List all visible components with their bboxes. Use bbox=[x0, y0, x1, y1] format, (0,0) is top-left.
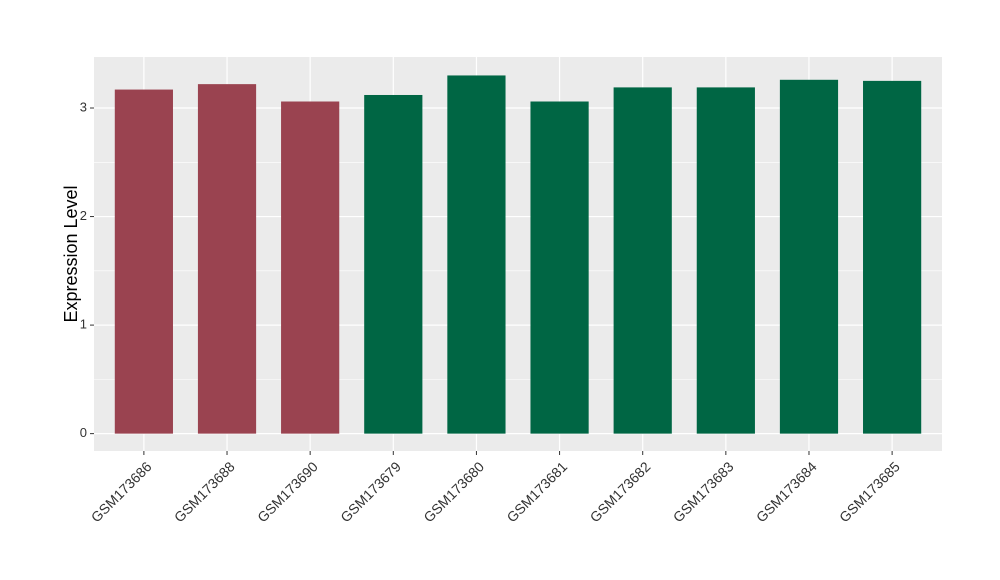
y-tick-label: 0 bbox=[80, 425, 87, 440]
bar bbox=[696, 87, 755, 434]
x-tick-label: GSM173688 bbox=[171, 458, 238, 525]
bar bbox=[114, 89, 173, 434]
x-tick-label: GSM173681 bbox=[503, 458, 570, 525]
bar bbox=[863, 80, 922, 434]
x-tick-label: GSM173683 bbox=[670, 458, 737, 525]
y-axis-title: Expression Level bbox=[61, 185, 81, 322]
bar bbox=[197, 84, 257, 434]
x-tick-label: GSM173685 bbox=[836, 458, 903, 525]
x-tick-label: GSM173690 bbox=[254, 458, 321, 525]
x-tick-label: GSM173679 bbox=[337, 458, 404, 525]
bar bbox=[281, 101, 340, 434]
x-tick-label: GSM173682 bbox=[587, 458, 654, 525]
x-tick-label: GSM173684 bbox=[753, 458, 820, 525]
y-tick-label: 3 bbox=[80, 99, 87, 114]
y-tick-label: 2 bbox=[80, 208, 87, 223]
bar bbox=[779, 79, 839, 434]
bar bbox=[447, 75, 506, 434]
bar bbox=[530, 101, 589, 434]
x-tick-label: GSM173680 bbox=[420, 458, 487, 525]
bar bbox=[613, 87, 672, 434]
x-tick-label: GSM173686 bbox=[88, 458, 155, 525]
y-tick-label: 1 bbox=[80, 317, 87, 332]
bar bbox=[364, 94, 423, 434]
